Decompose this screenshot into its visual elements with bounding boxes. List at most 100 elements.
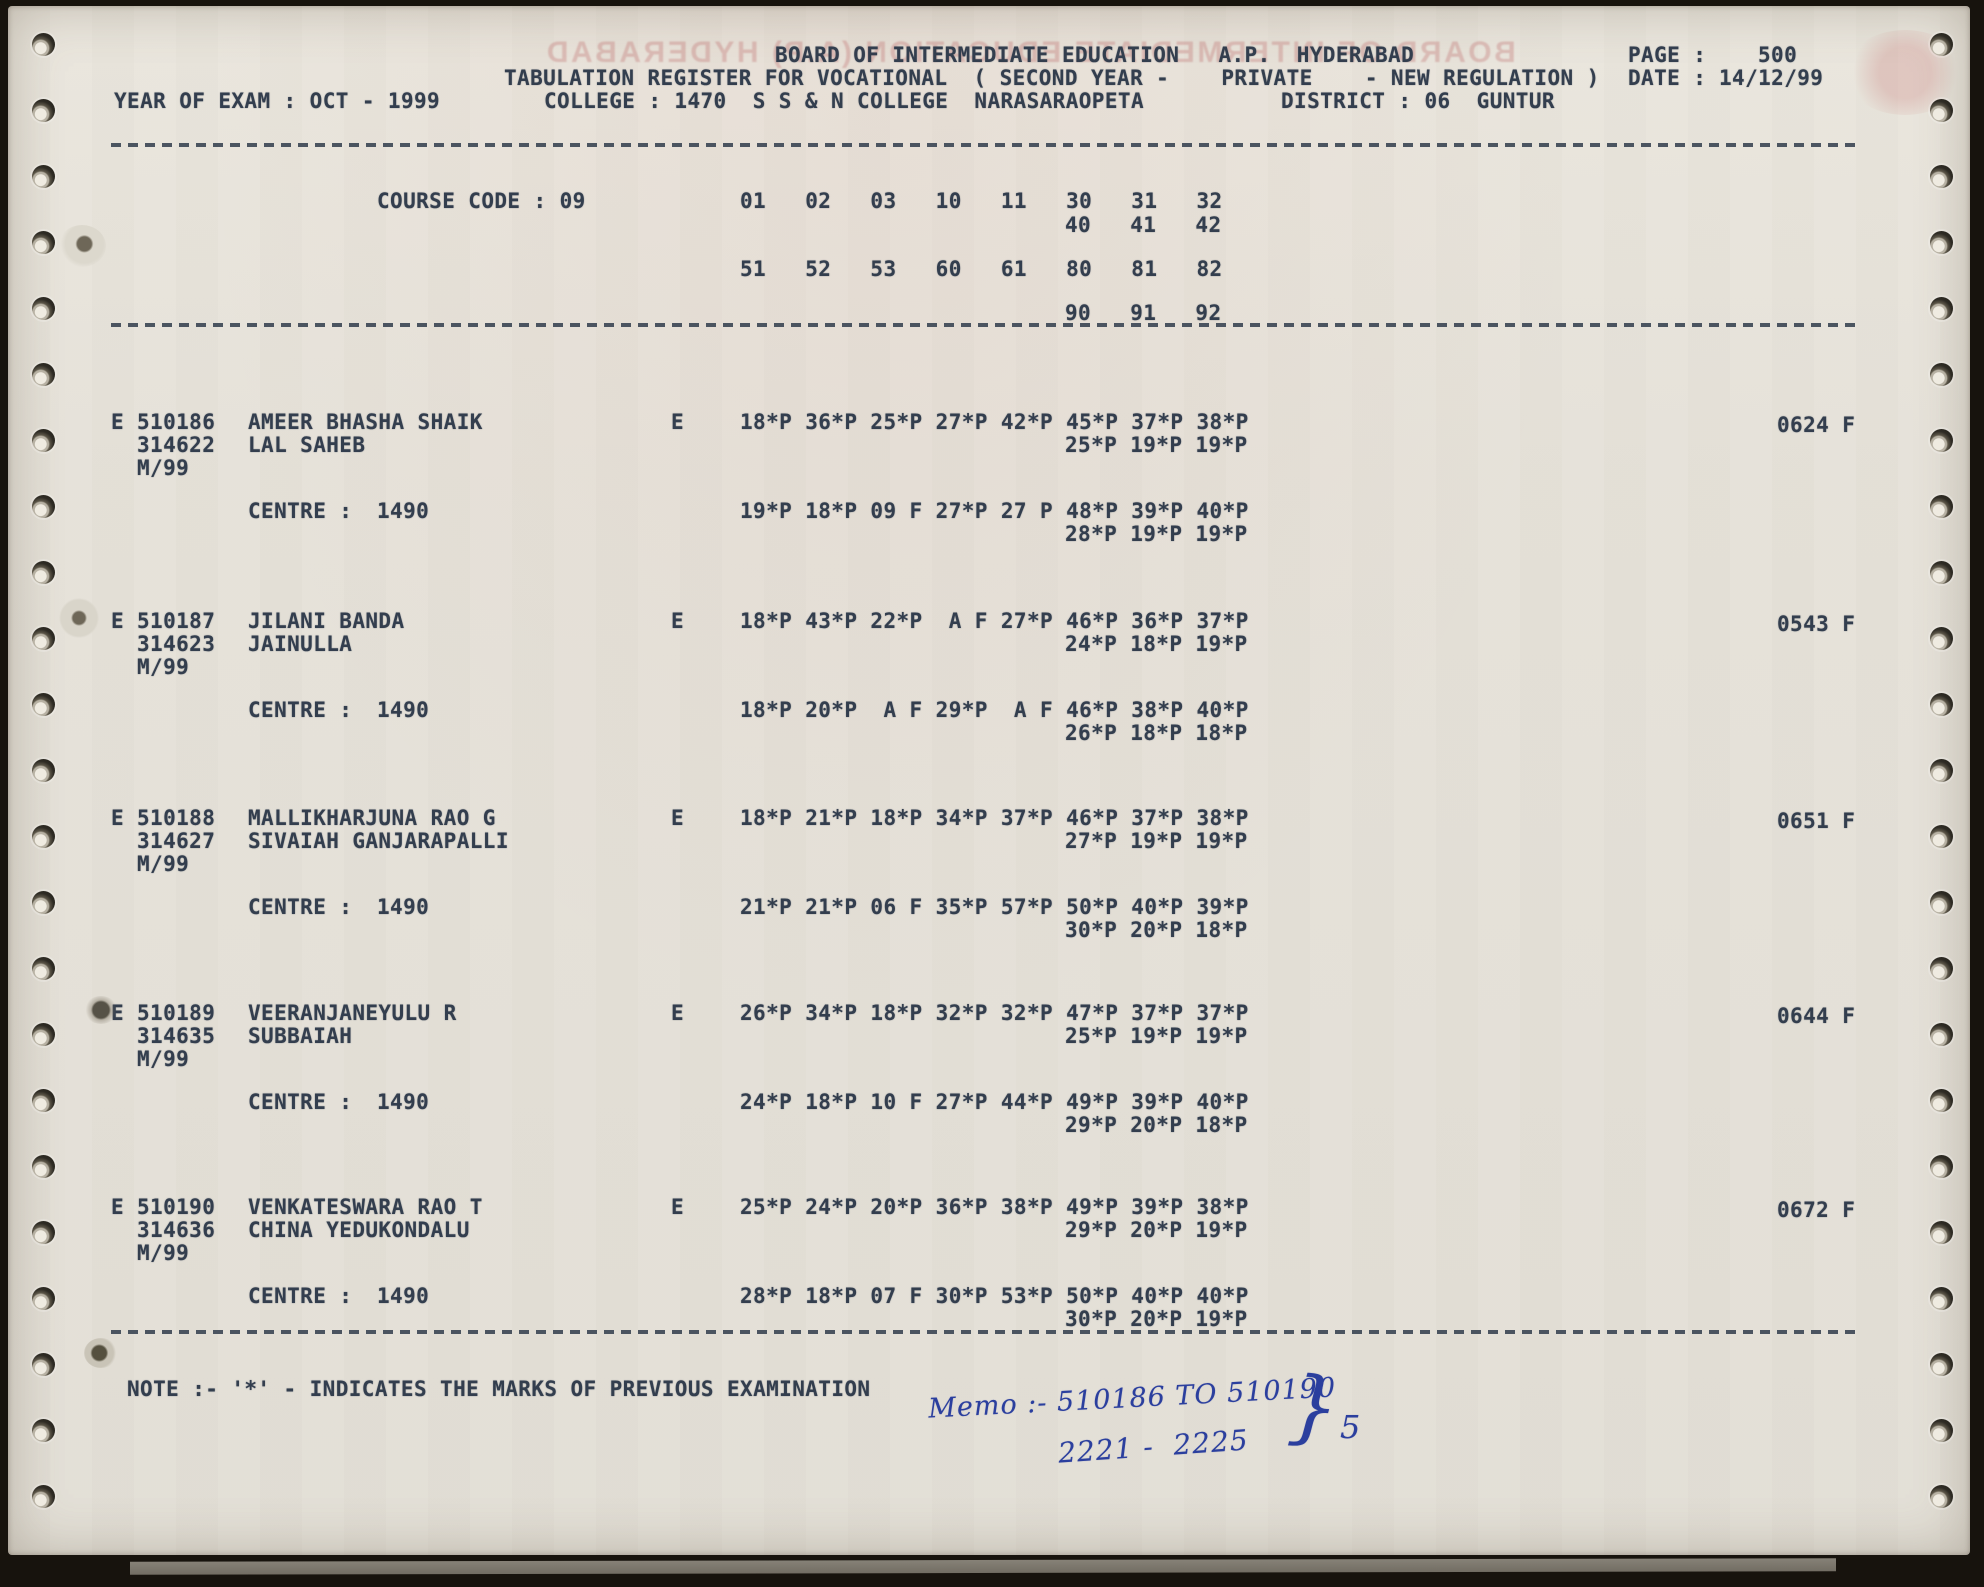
paper-smudge (84, 1338, 118, 1368)
student-flag: E (111, 410, 125, 434)
date-value: 14/12/99 (1719, 66, 1824, 90)
medium-code: E (671, 609, 685, 633)
sprocket-hole (1930, 1353, 1953, 1376)
sprocket-hole (1930, 231, 1953, 254)
student-reg-no: 510187 (137, 609, 216, 633)
sprocket-hole (32, 1353, 55, 1376)
paper-smudge (84, 996, 118, 1024)
sprocket-hole (1930, 627, 1953, 650)
appearance-code: M/99 (137, 1047, 190, 1071)
date-label: DATE : (1628, 66, 1707, 90)
sprocket-hole (32, 627, 55, 650)
subject-codes-row2: 51 52 53 60 61 80 81 82 (740, 257, 1223, 281)
subject-codes-row2b: 90 91 92 (1065, 301, 1222, 325)
sprocket-hole (32, 429, 55, 452)
father-reg-no: 314636 (137, 1218, 216, 1242)
student-reg-no: 510186 (137, 410, 216, 434)
sprocket-hole (1930, 165, 1953, 188)
father-name: SUBBAIAH (248, 1024, 353, 1048)
sprocket-hole (1930, 495, 1953, 518)
centre-marks-line2: 29*P 20*P 18*P (1065, 1113, 1248, 1137)
student-flag: E (111, 609, 125, 633)
sprocket-hole (32, 165, 55, 188)
sprocket-hole (1930, 825, 1953, 848)
total-marks: 0543 F (1777, 612, 1856, 636)
appearance-code: M/99 (137, 852, 190, 876)
student-reg-no: 510188 (137, 806, 216, 830)
paper-smudge (58, 225, 106, 267)
subject-codes-row1b: 40 41 42 (1065, 213, 1222, 237)
sprocket-hole (32, 561, 55, 584)
sprocket-hole (1930, 1287, 1953, 1310)
father-reg-no: 314623 (137, 632, 216, 656)
centre-label: CENTRE : (248, 499, 353, 523)
centre-marks-line1: 21*P 21*P 06 F 35*P 57*P 50*P 40*P 39*P (740, 895, 1249, 919)
sprocket-hole (1930, 1485, 1953, 1508)
sprocket-hole (32, 297, 55, 320)
marks-line1: 18*P 43*P 22*P A F 27*P 46*P 36*P 37*P (740, 609, 1249, 633)
sprocket-hole (1930, 693, 1953, 716)
note-line: NOTE :- '*' - INDICATES THE MARKS OF PRE… (127, 1377, 871, 1401)
father-reg-no: 314627 (137, 829, 216, 853)
separator-line-bottom (111, 1330, 1858, 1334)
sprocket-hole (1930, 891, 1953, 914)
centre-marks-line2: 26*P 18*P 18*P (1065, 721, 1248, 745)
marks-line1: 18*P 36*P 25*P 27*P 42*P 45*P 37*P 38*P (740, 410, 1249, 434)
sprocket-hole (1930, 561, 1953, 584)
medium-code: E (671, 1195, 685, 1219)
sprocket-hole (32, 825, 55, 848)
medium-code: E (671, 410, 685, 434)
centre-marks-line1: 28*P 18*P 07 F 30*P 53*P 50*P 40*P 40*P (740, 1284, 1249, 1308)
appearance-code: M/99 (137, 1241, 190, 1265)
memo-count: 5 (1340, 1408, 1362, 1446)
student-name: JILANI BANDA (248, 609, 405, 633)
centre-code: 1490 (377, 895, 430, 919)
sprocket-hole (32, 1155, 55, 1178)
sprocket-hole (32, 759, 55, 782)
student-flag: E (111, 1195, 125, 1219)
sprocket-hole (32, 231, 55, 254)
sprocket-hole (32, 1089, 55, 1112)
student-reg-no: 510189 (137, 1001, 216, 1025)
student-name: AMEER BHASHA SHAIK (248, 410, 483, 434)
sprocket-hole (32, 693, 55, 716)
centre-code: 1490 (377, 698, 430, 722)
college-line: COLLEGE : 1470 S S & N COLLEGE NARASARAO… (544, 89, 1144, 113)
sprocket-hole (1930, 1089, 1953, 1112)
student-reg-no: 510190 (137, 1195, 216, 1219)
total-marks: 0644 F (1777, 1004, 1856, 1028)
subject-codes-row1: 01 02 03 10 11 30 31 32 (740, 189, 1223, 213)
father-name: CHINA YEDUKONDALU (248, 1218, 470, 1242)
sprocket-hole (32, 1287, 55, 1310)
page-value: 500 (1758, 43, 1798, 67)
marks-line2: 27*P 19*P 19*P (1065, 829, 1248, 853)
sprocket-hole (32, 957, 55, 980)
total-marks: 0651 F (1777, 809, 1856, 833)
total-marks: 0624 F (1777, 413, 1856, 437)
sprocket-hole (32, 99, 55, 122)
centre-label: CENTRE : (248, 698, 353, 722)
page-label: PAGE : (1628, 43, 1707, 67)
paper-smudge (56, 598, 102, 638)
father-name: SIVAIAH GANJARAPALLI (248, 829, 509, 853)
centre-marks-line2: 28*P 19*P 19*P (1065, 522, 1248, 546)
student-name: VENKATESWARA RAO T (248, 1195, 483, 1219)
centre-marks-line1: 18*P 20*P A F 29*P A F 46*P 38*P 40*P (740, 698, 1249, 722)
sprocket-hole (1930, 363, 1953, 386)
sprocket-hole (1930, 759, 1953, 782)
centre-code: 1490 (377, 499, 430, 523)
marks-line2: 24*P 18*P 19*P (1065, 632, 1248, 656)
separator-line-header (111, 323, 1858, 327)
marks-line2: 25*P 19*P 19*P (1065, 433, 1248, 457)
sprocket-hole (32, 33, 55, 56)
appearance-code: M/99 (137, 655, 190, 679)
marks-line1: 25*P 24*P 20*P 36*P 38*P 49*P 39*P 38*P (740, 1195, 1249, 1219)
centre-code: 1490 (377, 1284, 430, 1308)
sprocket-hole (32, 1221, 55, 1244)
father-reg-no: 314622 (137, 433, 216, 457)
centre-label: CENTRE : (248, 895, 353, 919)
centre-label: CENTRE : (248, 1284, 353, 1308)
medium-code: E (671, 806, 685, 830)
sprocket-hole (32, 891, 55, 914)
sprocket-hole (32, 495, 55, 518)
